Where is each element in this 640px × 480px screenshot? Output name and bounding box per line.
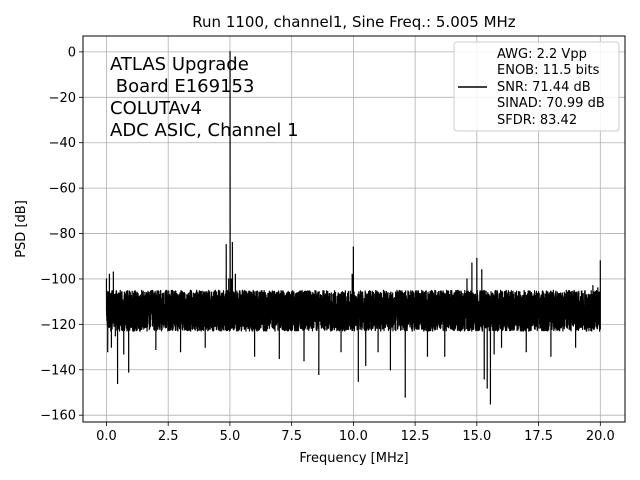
psd-data-point [226,323,229,325]
x-axis-label: Frequency [MHz] [299,451,408,466]
x-tick-label: 17.5 [524,429,553,444]
psd-data-point [318,373,320,375]
psd-data-point [354,305,356,307]
psd-data-point [155,348,157,350]
psd-data-point [597,287,599,289]
x-tick-label: 15.0 [462,429,491,444]
annotation-line: Board E169153 [110,76,254,97]
psd-data-point [377,351,379,353]
annotation-line: ATLAS Upgrade [110,54,249,75]
x-tick-label: 0.0 [96,429,117,444]
psd-data-point [225,244,227,246]
psd-data-point [489,403,492,405]
x-axis-ticks: 0.0 2.5 5.0 7.5 10.0 12.5 15.0 17.5 20.0 [96,422,615,444]
legend-entry: SNR: 71.44 dB [497,80,591,95]
psd-data-point [525,351,527,353]
y-tick-label: −60 [49,182,76,197]
psd-data-point [500,346,503,348]
y-tick-label: −140 [40,363,76,378]
psd-trace-line [105,51,601,405]
psd-data-point [389,369,392,371]
psd-data-point [123,353,125,355]
x-tick-label: 20.0 [586,429,615,444]
psd-data-point [112,271,114,273]
psd-data-point [575,346,577,348]
psd-data-point [481,269,483,271]
psd-data-point [466,278,468,280]
y-tick-label: −160 [40,409,76,424]
psd-data-point [599,260,601,262]
psd-data-point [204,346,206,348]
psd-data-point [233,319,235,321]
legend-box [453,41,620,132]
x-tick-label: 12.5 [401,429,430,444]
psd-data-point [303,360,305,362]
psd-data-point [229,51,231,53]
psd-data-point [228,278,230,280]
psd-data-point [234,273,236,276]
psd-data-point [365,364,367,366]
board-annotation: ATLAS Upgrade Board E169153 COLUTAv4 ADC… [110,54,299,141]
legend: AWG: 2.2 Vpp ENOB: 11.5 bits SNR: 71.44 … [453,41,620,132]
psd-data-point [107,351,109,353]
psd-data-point [114,335,116,337]
y-tick-label: −20 [49,91,76,106]
psd-data-point [120,291,122,294]
psd-data-point [278,357,280,360]
annotation-line: COLUTAv4 [110,98,202,119]
psd-data-point [135,296,137,298]
legend-entry: SINAD: 70.99 dB [497,96,605,111]
psd-data-point [426,355,429,357]
annotation-line: ADC ASIC, Channel 1 [110,120,299,141]
psd-data-point [239,296,241,298]
psd-data-point [179,351,182,353]
psd-data-point [340,351,342,353]
psd-data-point [116,382,119,384]
psd-data-point [550,355,552,357]
psd-data-point [231,242,233,244]
x-tick-label: 7.5 [281,429,302,444]
legend-entry: ENOB: 11.5 bits [497,63,600,78]
psd-data-point [230,278,233,280]
psd-data-point [444,355,446,357]
y-tick-label: −100 [40,272,76,287]
psd-data-point [357,380,359,382]
y-tick-label: −120 [40,318,76,333]
y-axis-ticks: 0 −20 −40 −60 −80 −100 −120 −140 −160 [40,45,83,424]
y-tick-label: −80 [49,227,76,242]
psd-data-point [592,285,594,287]
psd-data-point [351,273,353,276]
psd-data-point [218,298,220,300]
plot-frame [82,35,626,423]
psd-data-point [352,246,354,248]
chart-title: Run 1100, channel1, Sine Freq.: 5.005 MH… [192,13,516,31]
psd-data-point [483,378,485,380]
psd-data-point [254,355,256,357]
x-tick-label: 2.5 [158,429,179,444]
psd-data-point [476,257,478,260]
psd-data-point [128,371,130,373]
legend-entry: AWG: 2.2 Vpp [497,47,587,62]
psd-data-point [493,353,495,355]
legend-entry: SFDR: 83.42 [497,113,577,128]
psd-data-point [404,396,406,398]
psd-data-point [110,346,112,348]
y-axis-label: PSD [dB] [14,200,29,258]
psd-trace [105,51,601,405]
y-tick-label: −40 [49,136,76,151]
y-tick-label: 0 [68,45,76,60]
psd-data-point [108,273,111,276]
x-tick-label: 10.0 [339,429,368,444]
psd-data-point [471,262,473,264]
x-tick-label: 5.0 [220,429,241,444]
psd-data-point [105,278,108,280]
psd-data-point [486,387,488,389]
